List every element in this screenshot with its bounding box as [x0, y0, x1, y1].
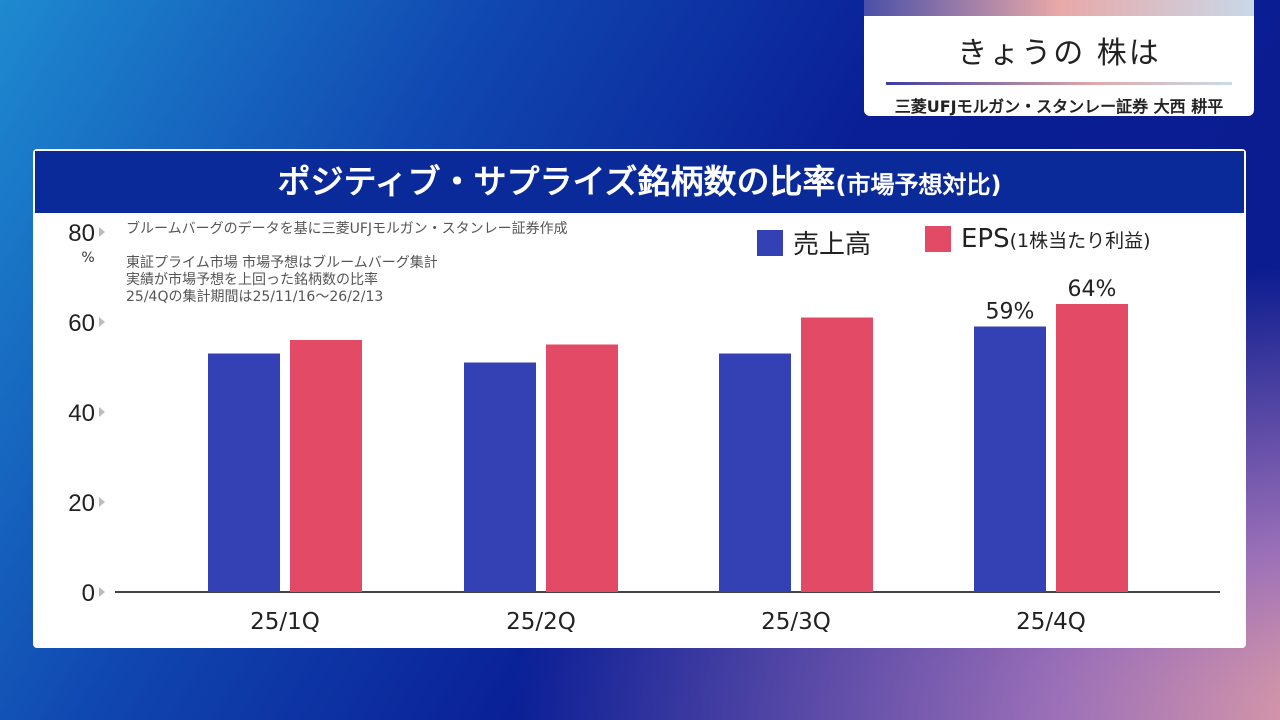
legend-sales: 売上高: [757, 224, 871, 261]
corner-subtitle: 三菱UFJモルガン・スタンレー証券 大西 耕平: [894, 97, 1224, 116]
x-tick-label: 25/3Q: [761, 609, 831, 635]
bar-sales: [719, 353, 791, 592]
y-tick-label: 40: [68, 400, 95, 427]
corner-title: きょうの 株は: [957, 36, 1161, 71]
bar-chart: 0 20 40 60 80% 25/1Q 25/2Q 25/3Q 59% 64% 25/4Q: [68, 220, 1220, 635]
y-tick-label: 0: [82, 580, 95, 607]
data-label: 64%: [1068, 277, 1117, 302]
y-axis-unit: %: [81, 250, 94, 266]
y-tick-label: 80: [68, 220, 95, 247]
legend-swatch: [925, 226, 951, 252]
y-tick-marker: [99, 407, 105, 417]
bar-sales: [464, 362, 536, 592]
bar-eps: [546, 344, 618, 592]
bar-eps: [290, 340, 362, 592]
divider: [886, 82, 1232, 85]
data-label: 59%: [986, 300, 1035, 325]
y-tick-marker: [99, 587, 105, 597]
chart-title: ポジティブ・サプライズ銘柄数の比率(市場予想対比): [33, 149, 1246, 215]
x-tick-label: 25/1Q: [250, 609, 320, 635]
chart-title-main: ポジティブ・サプライズ銘柄数の比率: [277, 162, 836, 201]
program-corner-card: きょうの 株は 三菱UFJモルガン・スタンレー証券 大西 耕平: [864, 0, 1254, 116]
note-line: 東証プライム市場 市場予想はブルームバーグ集計: [126, 255, 438, 271]
legend-label: 売上高: [793, 230, 872, 260]
bar-sales: [208, 353, 280, 592]
legend-label-suffix: (1株当たり利益): [1009, 229, 1151, 252]
x-tick-label: 25/2Q: [506, 609, 576, 635]
accent-strip: [864, 0, 1254, 16]
y-tick-marker: [99, 497, 105, 507]
note-line: 実績が市場予想を上回った銘柄数の比率: [126, 272, 378, 288]
bar-eps: [1056, 304, 1128, 592]
y-tick-marker: [99, 227, 105, 237]
chart-panel: ポジティブ・サプライズ銘柄数の比率(市場予想対比) ブルームバーグのデータを基に…: [33, 149, 1246, 648]
bar-sales: [974, 326, 1046, 592]
y-tick-marker: [99, 317, 105, 327]
legend-label: EPS: [961, 224, 1010, 254]
note-line: 25/4Qの集計期間は25/11/16〜26/2/13: [126, 289, 384, 305]
source-note: ブルームバーグのデータを基に三菱UFJモルガン・スタンレー証券作成: [126, 221, 568, 237]
bar-eps: [801, 317, 873, 592]
legend-eps: EPS (1株当たり利益): [925, 224, 1151, 254]
legend-swatch: [757, 229, 783, 256]
chart-title-suffix: (市場予想対比): [835, 171, 1002, 199]
y-tick-label: 20: [68, 490, 95, 517]
x-tick-label: 25/4Q: [1016, 609, 1086, 635]
y-tick-label: 60: [68, 310, 95, 337]
